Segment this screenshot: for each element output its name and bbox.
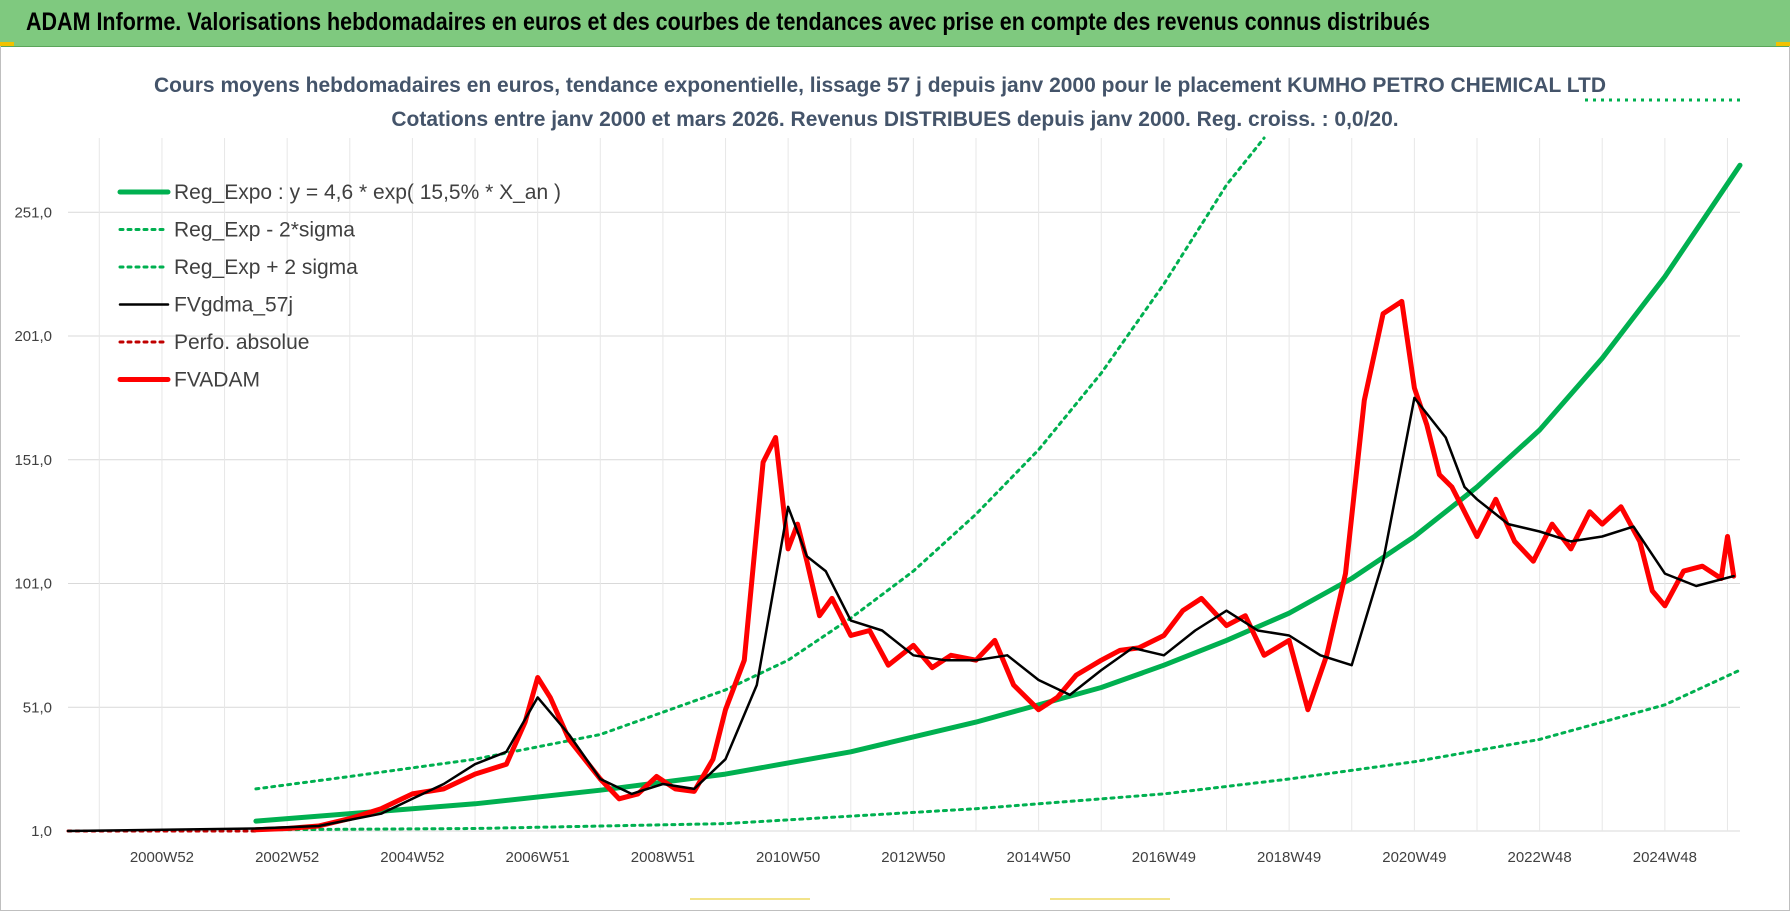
series-line-5 bbox=[253, 298, 1737, 833]
y-tick-label: 51,0 bbox=[23, 699, 52, 716]
x-tick-label: 2010W50 bbox=[756, 849, 820, 866]
legend-label: Perfo. absolue bbox=[174, 331, 309, 354]
x-tick-label: 2008W51 bbox=[631, 849, 695, 866]
chart-subtitle: Cotations entre janv 2000 et mars 2026. … bbox=[391, 108, 1398, 131]
legend-label: Reg_Exp + 2 sigma bbox=[174, 256, 358, 279]
series-line-2 bbox=[254, 136, 1266, 791]
x-tick-label: 2014W50 bbox=[1007, 849, 1071, 866]
gridlines bbox=[68, 138, 1740, 832]
legend: Reg_Expo : y = 4,6 * exp( 15,5% * X_an )… bbox=[117, 181, 561, 392]
x-tick-label: 2004W52 bbox=[380, 849, 444, 866]
x-tick-label: 2018W49 bbox=[1257, 849, 1321, 866]
x-tick-label: 2022W48 bbox=[1508, 849, 1572, 866]
x-tick-label: 2012W50 bbox=[881, 849, 945, 866]
x-tick-label: 2020W49 bbox=[1382, 849, 1446, 866]
x-tick-label: 2006W51 bbox=[506, 849, 570, 866]
chart-title: Cours moyens hebdomadaires en euros, ten… bbox=[154, 74, 1606, 97]
x-tick-label: 2024W48 bbox=[1633, 849, 1697, 866]
corner-marker bbox=[0, 42, 14, 46]
x-tick-label: 2000W52 bbox=[130, 849, 194, 866]
header-bar: ADAM Informe. Valorisations hebdomadaire… bbox=[0, 0, 1790, 47]
legend-label: Reg_Exp - 2*sigma bbox=[174, 219, 355, 242]
series-line-1 bbox=[254, 668, 1742, 832]
page-title: ADAM Informe. Valorisations hebdomadaire… bbox=[26, 8, 1430, 36]
y-tick-label: 1,0 bbox=[31, 823, 52, 840]
series-lines bbox=[66, 98, 1743, 833]
x-tick-label: 2016W49 bbox=[1132, 849, 1196, 866]
corner-marker bbox=[1776, 42, 1790, 46]
y-tick-label: 201,0 bbox=[14, 328, 52, 345]
y-tick-label: 251,0 bbox=[14, 204, 52, 221]
legend-label: FVgdma_57j bbox=[174, 294, 293, 317]
legend-label: FVADAM bbox=[174, 369, 260, 392]
legend-label: Reg_Expo : y = 4,6 * exp( 15,5% * X_an ) bbox=[174, 181, 561, 204]
y-tick-label: 151,0 bbox=[14, 452, 52, 469]
x-tick-label: 2002W52 bbox=[255, 849, 319, 866]
series-line-3 bbox=[66, 396, 1735, 833]
axis-ticks: 1,0 51,0 101,0 151,0 201,0 251,0 2000W52 2002W5… bbox=[14, 204, 1697, 866]
y-tick-label: 101,0 bbox=[14, 576, 52, 593]
